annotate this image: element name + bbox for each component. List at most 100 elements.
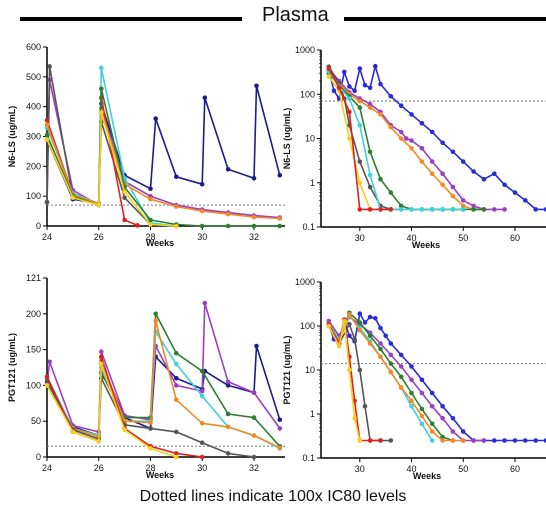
data-point bbox=[492, 207, 497, 212]
data-point bbox=[409, 138, 414, 143]
data-point bbox=[225, 411, 231, 417]
data-point bbox=[153, 318, 158, 324]
data-point bbox=[99, 86, 104, 92]
data-point bbox=[471, 169, 476, 174]
data-point bbox=[99, 110, 104, 115]
data-point bbox=[99, 354, 104, 360]
data-point bbox=[429, 207, 435, 212]
data-point bbox=[277, 426, 283, 431]
x-tick-label: 26 bbox=[94, 232, 104, 242]
y-tick-label: 0.1 bbox=[302, 222, 315, 232]
header-rule-right bbox=[344, 17, 546, 21]
x-axis-label: Weeks bbox=[412, 240, 440, 250]
data-point bbox=[199, 440, 205, 446]
data-point bbox=[148, 420, 153, 425]
data-point bbox=[174, 454, 179, 460]
data-point bbox=[70, 195, 76, 200]
y-tick-label: 0.1 bbox=[302, 453, 315, 463]
y-tick-label: 0 bbox=[36, 221, 41, 231]
data-point bbox=[367, 438, 373, 443]
series-line-0 bbox=[46, 85, 281, 205]
data-point bbox=[502, 182, 507, 188]
data-point bbox=[148, 186, 153, 191]
series-line-0 bbox=[328, 312, 546, 442]
data-point bbox=[388, 438, 394, 443]
data-point bbox=[225, 223, 231, 229]
data-point bbox=[367, 101, 373, 107]
data-point bbox=[135, 223, 140, 228]
y-tick-label: 400 bbox=[26, 102, 41, 112]
data-point bbox=[388, 94, 394, 99]
data-point bbox=[398, 385, 404, 390]
data-point bbox=[429, 438, 435, 443]
data-point bbox=[225, 451, 231, 456]
data-point bbox=[336, 343, 342, 349]
data-point bbox=[174, 204, 179, 209]
y-tick-label: 500 bbox=[26, 72, 41, 82]
data-point bbox=[347, 311, 352, 317]
data-point bbox=[383, 333, 389, 339]
data-point bbox=[148, 196, 153, 202]
y-tick-label: 300 bbox=[26, 132, 41, 142]
data-point bbox=[277, 445, 283, 451]
data-point bbox=[429, 159, 435, 164]
y-tick-label: 600 bbox=[26, 42, 41, 52]
data-point bbox=[378, 207, 383, 212]
data-point bbox=[450, 149, 456, 155]
data-point bbox=[347, 136, 352, 141]
series-line-6 bbox=[46, 355, 203, 458]
data-point bbox=[44, 199, 50, 205]
data-point bbox=[362, 320, 368, 325]
data-point bbox=[202, 300, 208, 306]
series-line-7 bbox=[328, 320, 361, 441]
data-point bbox=[533, 207, 538, 212]
y-tick-label: 121 bbox=[26, 273, 41, 283]
data-point bbox=[174, 361, 179, 367]
data-point bbox=[362, 82, 368, 88]
series-line-2 bbox=[46, 312, 281, 447]
data-point bbox=[225, 383, 231, 388]
data-point bbox=[47, 64, 52, 69]
x-tick-label: 40 bbox=[407, 464, 417, 474]
series-line-5 bbox=[46, 377, 255, 458]
data-point bbox=[199, 388, 205, 394]
data-point bbox=[523, 198, 528, 203]
data-point bbox=[492, 438, 497, 443]
y-tick-label: 10 bbox=[305, 134, 315, 144]
data-point bbox=[357, 66, 363, 71]
data-point bbox=[277, 173, 283, 178]
data-point bbox=[99, 65, 104, 71]
data-point bbox=[96, 202, 101, 208]
data-point bbox=[174, 397, 179, 403]
data-point bbox=[523, 438, 528, 443]
data-point bbox=[357, 105, 363, 110]
data-point bbox=[174, 451, 179, 456]
data-point bbox=[367, 341, 373, 346]
data-point bbox=[225, 167, 231, 172]
data-point bbox=[409, 390, 414, 396]
data-point bbox=[373, 316, 378, 321]
data-point bbox=[419, 121, 425, 126]
chart-pgt121-linear: 0 50 100 150 200 121 24 26 28 30 32 Weeks PGT121 (ug… bbox=[7, 273, 285, 480]
data-point bbox=[47, 359, 52, 365]
data-point bbox=[277, 417, 283, 423]
data-point bbox=[251, 415, 257, 420]
data-point bbox=[512, 190, 518, 195]
y-tick-label: 100 bbox=[300, 321, 315, 331]
data-point bbox=[502, 438, 507, 443]
data-point bbox=[357, 311, 363, 317]
data-point bbox=[44, 374, 50, 380]
data-point bbox=[153, 116, 158, 121]
data-point bbox=[419, 207, 425, 212]
y-tick-label: 100 bbox=[26, 191, 41, 201]
x-tick-label: 28 bbox=[145, 463, 155, 473]
data-point bbox=[357, 159, 363, 164]
data-point bbox=[352, 88, 357, 93]
data-point bbox=[398, 352, 404, 358]
data-point bbox=[409, 146, 414, 151]
x-tick-label: 50 bbox=[458, 233, 468, 243]
data-point bbox=[460, 207, 466, 212]
data-point bbox=[378, 325, 383, 331]
data-point bbox=[331, 88, 337, 93]
data-point bbox=[481, 176, 487, 182]
